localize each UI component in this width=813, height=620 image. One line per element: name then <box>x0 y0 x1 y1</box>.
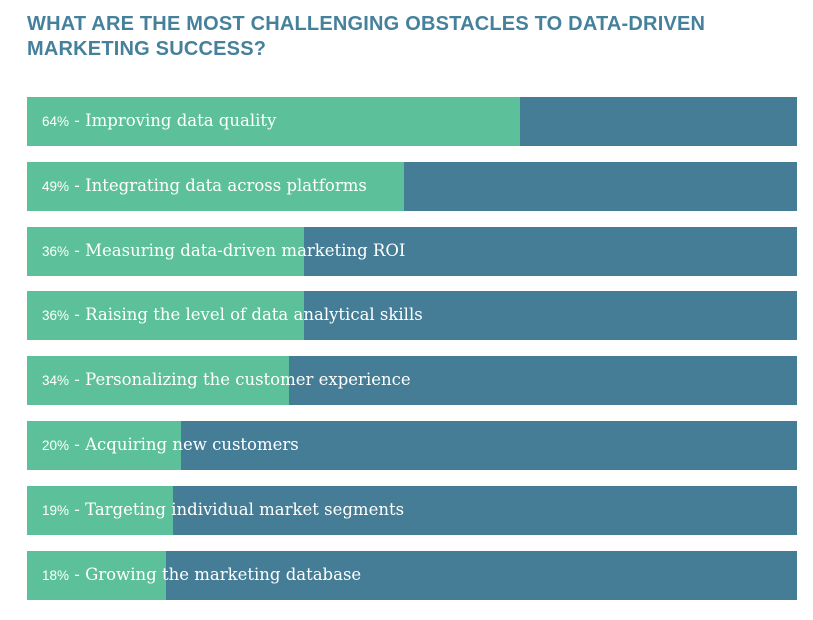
bar-row: 34% - Personalizing the customer experie… <box>27 356 797 405</box>
bar-row: 36% - Raising the level of data analytic… <box>27 291 797 340</box>
bar-label-separator: - <box>69 111 86 130</box>
bar-label: 20% - Acquiring new customers <box>42 421 299 470</box>
bar-row: 20% - Acquiring new customers <box>27 421 797 470</box>
chart-title: WHAT ARE THE MOST CHALLENGING OBSTACLES … <box>27 13 706 60</box>
bar-label: 64% - Improving data quality <box>42 97 276 146</box>
bar-label-separator: - <box>69 565 86 584</box>
bar-category-label: Improving data quality <box>85 111 277 130</box>
bar-category-label: Personalizing the customer experience <box>85 370 411 389</box>
bar-category-label: Raising the level of data analytical ski… <box>85 305 423 324</box>
bar-label-separator: - <box>69 305 86 324</box>
bar-label: 49% - Integrating data across platforms <box>42 162 367 211</box>
bar-fill <box>27 356 289 405</box>
bar-label: 36% - Measuring data-driven marketing RO… <box>42 227 405 276</box>
bar-label: 18% - Growing the marketing database <box>42 551 361 600</box>
bar-fill <box>27 486 173 535</box>
bar-row: 64% - Improving data quality <box>27 97 797 146</box>
bar-fill <box>27 421 181 470</box>
bar-row: 18% - Growing the marketing database <box>27 551 797 600</box>
bar-value-label: 36% <box>42 308 70 323</box>
bar-fill <box>27 291 304 340</box>
bar-fill <box>27 97 520 146</box>
bar-label: 34% - Personalizing the customer experie… <box>42 356 411 405</box>
bar-label: 36% - Raising the level of data analytic… <box>42 291 423 340</box>
bar-label-separator: - <box>69 500 86 519</box>
bar-category-label: Measuring data-driven marketing ROI <box>85 241 406 260</box>
bar-row: 19% - Targeting individual market segmen… <box>27 486 797 535</box>
bar-row: 36% - Measuring data-driven marketing RO… <box>27 227 797 276</box>
bar-category-label: Integrating data across platforms <box>85 176 367 195</box>
bar-row: 49% - Integrating data across platforms <box>27 162 797 211</box>
bar-label: 19% - Targeting individual market segmen… <box>42 486 404 535</box>
bar-label-separator: - <box>69 241 86 260</box>
bar-value-label: 64% <box>42 114 70 129</box>
bar-category-label: Growing the marketing database <box>85 565 362 584</box>
bar-value-label: 36% <box>42 244 70 259</box>
bar-value-label: 19% <box>42 503 70 518</box>
bar-fill <box>27 551 166 600</box>
bar-fill <box>27 162 404 211</box>
bar-label-separator: - <box>69 435 86 454</box>
bar-category-label: Targeting individual market segments <box>85 500 405 519</box>
bar-value-label: 34% <box>42 373 70 388</box>
bar-value-label: 18% <box>42 568 70 583</box>
bar-category-label: Acquiring new customers <box>85 435 299 454</box>
bar-fill <box>27 227 304 276</box>
bar-value-label: 49% <box>42 179 70 194</box>
bar-label-separator: - <box>69 370 86 389</box>
bar-label-separator: - <box>69 176 86 195</box>
bar-value-label: 20% <box>42 438 70 453</box>
